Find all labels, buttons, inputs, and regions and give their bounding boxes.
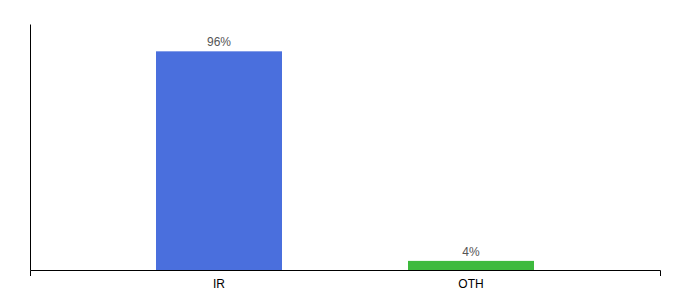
chart-svg: 96% 4% IR OTH [0, 0, 680, 300]
chart-container: 96% 4% IR OTH [0, 0, 680, 300]
data-label: 96% [207, 35, 231, 49]
x-tick-label: OTH [458, 277, 483, 291]
x-tick: OTH [458, 277, 483, 291]
plot: 96% 4% IR OTH [31, 25, 661, 291]
x-axis-line [31, 271, 661, 277]
bars [156, 51, 534, 270]
x-axis: IR OTH [31, 271, 661, 291]
x-tick: IR [213, 277, 225, 291]
bar [408, 261, 534, 270]
x-tick-label: IR [213, 277, 225, 291]
data-label: 4% [462, 245, 480, 259]
bar [156, 51, 282, 270]
y-axis-line [30, 25, 31, 271]
data-labels: 96% 4% [207, 35, 480, 259]
y-axis [30, 25, 31, 271]
